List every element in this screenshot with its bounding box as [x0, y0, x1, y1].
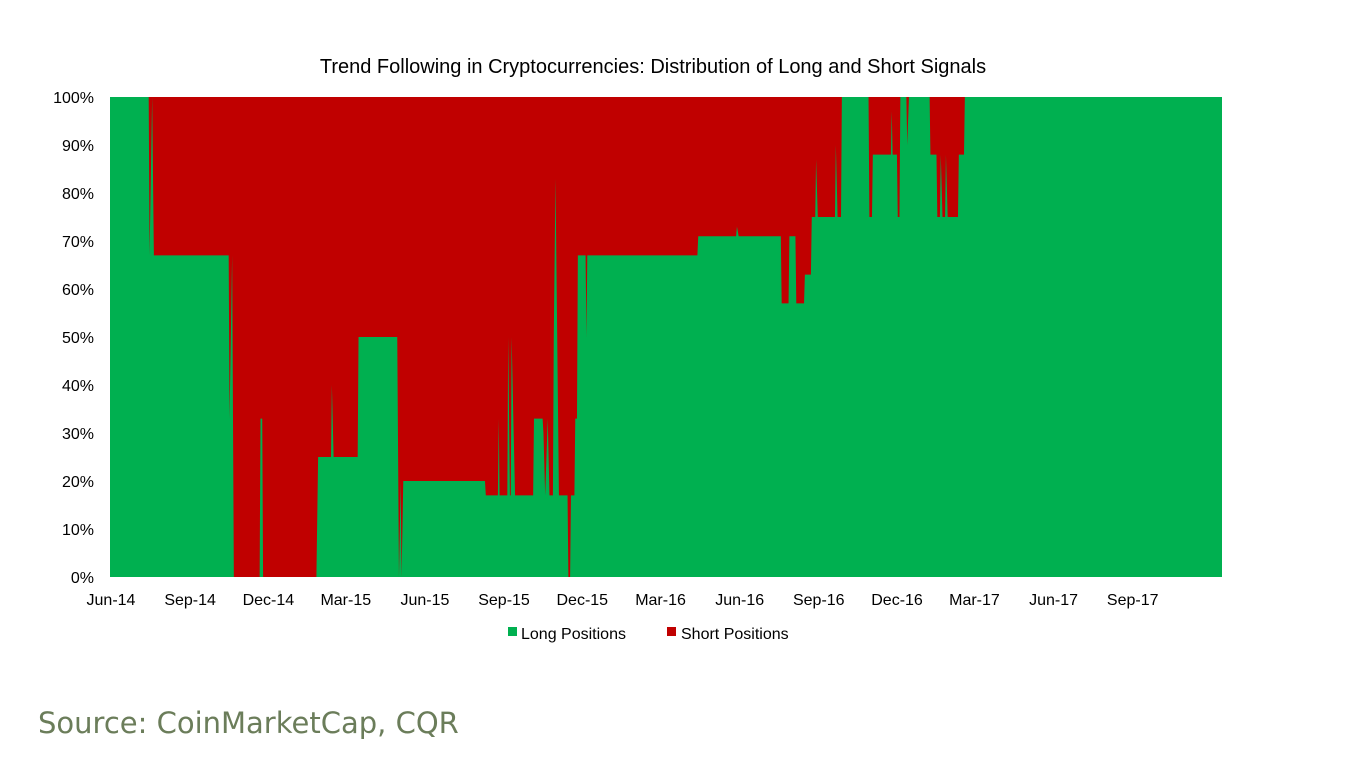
x-tick-label: Sep-15 [478, 592, 530, 609]
x-tick-label: Mar-15 [320, 592, 371, 609]
legend: Long Positions Short Positions [508, 626, 789, 643]
x-tick-label: Jun-16 [715, 592, 764, 609]
x-tick-label: Jun-15 [400, 592, 449, 609]
source-note: Source: CoinMarketCap, CQR [38, 706, 459, 740]
y-tick-label: 50% [62, 330, 94, 347]
x-tick-label: Sep-14 [164, 592, 216, 609]
y-axis: 0% 10% 20% 30% 40% 50% 60% 70% 80% 90% 100% [53, 90, 94, 587]
chart-title: Trend Following in Cryptocurrencies: Dis… [320, 56, 986, 78]
y-tick-label: 60% [62, 282, 94, 299]
x-tick-label: Mar-17 [949, 592, 1000, 609]
y-tick-label: 10% [62, 522, 94, 539]
x-axis: Jun-14 Sep-14 Dec-14 Mar-15 Jun-15 Sep-15 Dec-… [87, 592, 1159, 609]
x-tick-label: Jun-14 [87, 592, 136, 609]
y-tick-label: 30% [62, 426, 94, 443]
x-tick-label: Dec-14 [243, 592, 295, 609]
chart: Trend Following in Cryptocurrencies: Dis… [53, 56, 1222, 643]
legend-long-swatch [508, 627, 517, 636]
y-tick-label: 20% [62, 474, 94, 491]
y-tick-label: 90% [62, 138, 94, 155]
x-tick-label: Dec-16 [871, 592, 923, 609]
x-tick-label: Jun-17 [1029, 592, 1078, 609]
y-tick-label: 0% [71, 570, 94, 587]
y-tick-label: 70% [62, 234, 94, 251]
plot-area [110, 97, 1222, 577]
legend-long-label: Long Positions [521, 626, 626, 643]
y-tick-label: 80% [62, 186, 94, 203]
x-tick-label: Dec-15 [556, 592, 608, 609]
y-tick-label: 100% [53, 90, 94, 107]
x-tick-label: Mar-16 [635, 592, 686, 609]
long-positions-area [110, 97, 1222, 577]
legend-short-label: Short Positions [681, 626, 789, 643]
legend-short-swatch [667, 627, 676, 636]
x-tick-label: Sep-17 [1107, 592, 1159, 609]
y-tick-label: 40% [62, 378, 94, 395]
x-tick-label: Sep-16 [793, 592, 845, 609]
